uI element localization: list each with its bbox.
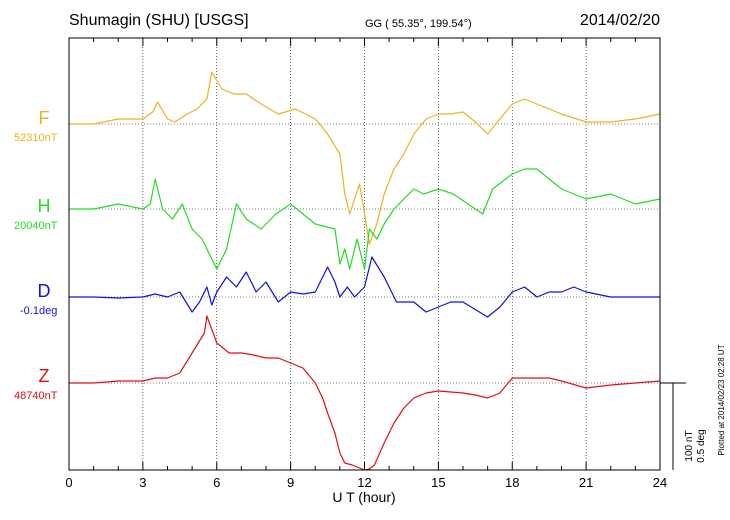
x-tick-label: 24 <box>653 475 667 490</box>
series-line-h <box>69 168 661 270</box>
x-tick-label: 0 <box>65 475 72 490</box>
grid <box>69 38 660 470</box>
component-label-f: F <box>38 108 50 128</box>
series-line-z <box>69 315 661 471</box>
scale-bar-deg: 0.5 deg <box>696 429 707 462</box>
baseline-f: 52310nT <box>14 132 58 144</box>
x-tick-label: 21 <box>579 475 593 490</box>
x-tick-label: 6 <box>213 475 220 490</box>
scale-bar: 100 nT 0.5 deg <box>660 382 707 470</box>
chart-date: 2014/02/20 <box>579 12 660 29</box>
station-coordinates: GG ( 55.35°, 199.54°) <box>365 18 472 30</box>
x-axis-label: U T (hour) <box>332 489 395 505</box>
x-axis: 0 3 6 9 12 15 18 21 24 <box>65 38 667 490</box>
plotted-note: Plotted at 2014/02/23 02:28 UT <box>717 344 726 455</box>
component-label-d: D <box>37 281 51 301</box>
chart-title: Shumagin (SHU) [USGS] <box>69 12 249 29</box>
series-group <box>69 71 661 471</box>
x-tick-label: 15 <box>431 475 445 490</box>
x-tick-label: 9 <box>287 475 294 490</box>
scale-bar-nt: 100 nT <box>684 430 695 461</box>
series-line-d <box>69 256 660 318</box>
baseline-z: 48740nT <box>14 390 58 402</box>
x-tick-label: 18 <box>505 475 519 490</box>
component-label-z: Z <box>38 366 50 386</box>
series-line-f <box>69 71 661 245</box>
baseline-h: 20040nT <box>14 220 58 232</box>
x-tick-label: 12 <box>357 475 371 490</box>
component-label-h: H <box>37 196 51 216</box>
baseline-d: -0.1deg <box>20 305 58 317</box>
x-tick-label: 3 <box>139 475 146 490</box>
